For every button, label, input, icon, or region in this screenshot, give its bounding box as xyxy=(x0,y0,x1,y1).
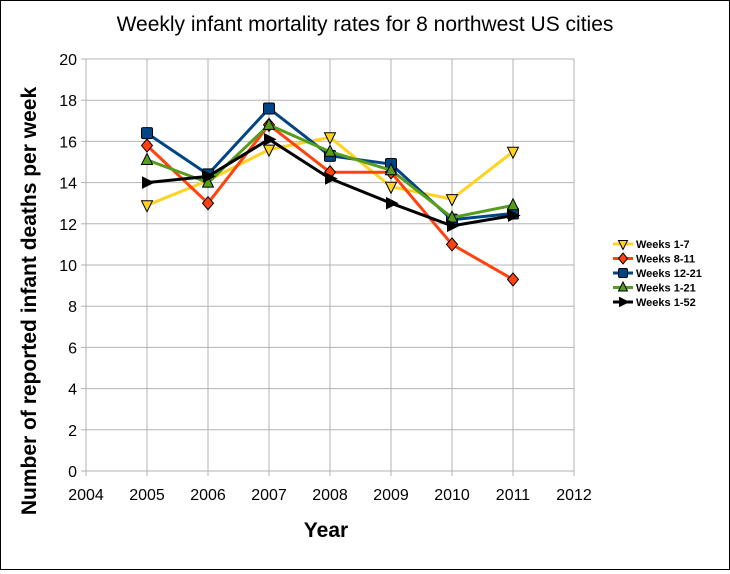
data-point xyxy=(506,197,520,211)
legend-label: Weeks 1-7 xyxy=(636,239,690,251)
data-point xyxy=(323,132,337,145)
y-tick-label: 4 xyxy=(68,382,77,399)
y-tick-label: 20 xyxy=(59,52,77,69)
grid-lines xyxy=(81,58,575,476)
y-axis-ticks: 0 2 4 6 8 10 12 14 16 18 20 xyxy=(59,52,77,481)
y-tick-label: 16 xyxy=(59,134,77,151)
x-tick-label: 2006 xyxy=(190,487,226,504)
y-tick-label: 14 xyxy=(59,176,77,193)
legend-label: Weeks 1-21 xyxy=(636,283,696,295)
series-weeks-8-11 xyxy=(140,117,520,287)
x-tick-label: 2005 xyxy=(129,487,165,504)
data-point xyxy=(325,172,338,185)
legend-marker xyxy=(617,240,629,251)
data-point xyxy=(447,219,460,233)
legend-item: Weeks 1-7 xyxy=(613,239,690,251)
legend-marker xyxy=(619,296,630,308)
data-point xyxy=(384,181,398,195)
y-tick-label: 6 xyxy=(68,340,77,357)
legend-item: Weeks 1-21 xyxy=(613,280,696,295)
data-point xyxy=(264,133,277,146)
x-tick-label: 2010 xyxy=(434,487,470,504)
legend-item: Weeks 1-52 xyxy=(613,296,696,309)
chart-title: Weekly infant mortality rates for 8 nort… xyxy=(117,13,614,36)
data-point xyxy=(142,176,155,189)
data-point xyxy=(140,200,154,213)
y-tick-label: 0 xyxy=(68,464,77,481)
data-point xyxy=(386,196,399,210)
y-tick-label: 2 xyxy=(68,423,77,440)
x-tick-label: 2008 xyxy=(312,487,348,504)
data-point xyxy=(323,144,337,157)
y-tick-label: 12 xyxy=(59,217,77,234)
legend-marker xyxy=(617,252,629,265)
x-tick-label: 2004 xyxy=(68,487,104,504)
legend-marker xyxy=(618,268,628,278)
data-point xyxy=(445,237,459,252)
legend-label: Weeks 8-11 xyxy=(636,254,695,266)
data-point xyxy=(263,102,275,115)
x-axis-ticks: 2004 2005 2006 2007 2008 2009 2010 2011 2012 xyxy=(68,487,592,504)
data-point xyxy=(445,194,459,207)
data-point xyxy=(201,195,215,211)
series-weeks-1-21 xyxy=(140,117,520,223)
data-point xyxy=(384,162,398,176)
legend-item: Weeks 12-21 xyxy=(613,268,702,280)
legend-label: Weeks 12-21 xyxy=(636,268,702,280)
legend-label: Weeks 1-52 xyxy=(636,297,696,309)
y-tick-label: 8 xyxy=(68,299,77,316)
data-point xyxy=(140,138,154,153)
data-point xyxy=(506,146,520,160)
x-tick-label: 2007 xyxy=(251,487,287,504)
x-axis-label: Year xyxy=(304,519,348,542)
y-tick-label: 18 xyxy=(59,93,77,110)
data-point xyxy=(506,272,520,287)
legend: Weeks 1-7 Weeks 8-11 Weeks 12-21 Weeks 1-21… xyxy=(613,239,702,309)
data-point xyxy=(140,152,154,165)
x-tick-label: 2011 xyxy=(496,487,531,504)
x-tick-label: 2012 xyxy=(556,487,592,504)
y-axis-label: Number of reported infant deaths per wee… xyxy=(18,87,41,516)
y-tick-label: 10 xyxy=(59,258,77,275)
x-tick-label: 2009 xyxy=(373,487,409,504)
legend-marker xyxy=(617,280,629,292)
data-point xyxy=(203,170,216,183)
data-point xyxy=(262,117,276,130)
legend-item: Weeks 8-11 xyxy=(613,252,695,266)
data-point xyxy=(508,209,521,222)
data-point xyxy=(141,127,153,140)
series-weeks-1-52 xyxy=(142,133,521,233)
series-layer xyxy=(140,102,521,287)
data-point xyxy=(262,144,276,158)
